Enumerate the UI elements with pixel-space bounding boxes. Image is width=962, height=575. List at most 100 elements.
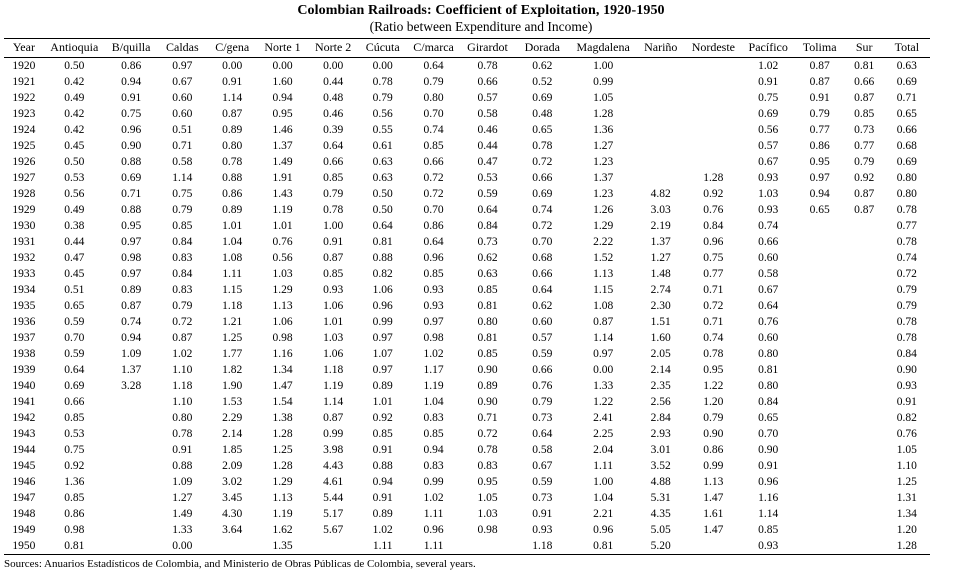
value-cell: 0.75 [172, 188, 193, 200]
value-cell: 0.66 [64, 396, 85, 408]
value-cell: 1.52 [593, 252, 614, 264]
value-cell: 0.91 [372, 492, 393, 504]
year-cell: 1945 [12, 460, 36, 472]
table-row: 1946 1.36 1.09 3.02 1.29 4.61 0.94 0.99 0.95 0.59… [4, 474, 930, 490]
value-cell: 0.70 [423, 204, 444, 216]
value-cell [845, 506, 884, 522]
value-cell: 1.61 [703, 508, 724, 520]
value-cell: 0.58 [758, 268, 779, 280]
year-cell: 1929 [12, 204, 36, 216]
table-row: 1938 0.59 1.09 1.02 1.77 1.16 1.06 1.07 1.02 0.85… [4, 346, 930, 362]
value-cell: 1.47 [272, 380, 293, 392]
sources-note: Sources: Anuarios Estadísticos de Colomb… [4, 558, 476, 570]
value-cell: 1.11 [406, 538, 461, 555]
value-cell: 0.57 [532, 332, 553, 344]
value-cell [795, 474, 845, 490]
value-cell: 0.74 [121, 316, 142, 328]
value-cell: 1.13 [593, 268, 614, 280]
year-cell: 1946 [12, 476, 36, 488]
value-cell: 0.67 [172, 76, 193, 88]
value-cell: 0.88 [222, 172, 243, 184]
value-cell: 1.03 [477, 508, 498, 520]
value-cell: 0.96 [703, 236, 724, 248]
value-cell: 2.29 [222, 412, 243, 424]
value-cell: 0.98 [423, 332, 444, 344]
value-cell: 0.98 [121, 252, 142, 264]
value-cell: 2.93 [650, 428, 671, 440]
value-cell: 0.93 [423, 300, 444, 312]
value-cell: 0.73 [477, 236, 498, 248]
value-cell: 0.39 [323, 124, 344, 136]
value-cell: 0.80 [758, 380, 779, 392]
value-cell: 1.18 [323, 364, 344, 376]
value-cell: 0.64 [477, 204, 498, 216]
value-cell: 1.25 [222, 332, 243, 344]
value-cell [845, 330, 884, 346]
value-cell: 0.91 [758, 460, 779, 472]
column-header-pac-fico: Pacífico [741, 38, 795, 58]
value-cell: 4.35 [650, 508, 671, 520]
value-cell: 0.81 [477, 300, 498, 312]
value-cell: 0.78 [477, 60, 498, 72]
value-cell: 0.44 [477, 140, 498, 152]
value-cell: 0.80 [222, 140, 243, 152]
value-cell: 0.71 [477, 412, 498, 424]
value-cell: 0.78 [532, 140, 553, 152]
value-cell [845, 282, 884, 298]
value-cell: 0.55 [372, 124, 393, 136]
value-cell: 0.63 [372, 156, 393, 168]
value-cell: 0.71 [703, 316, 724, 328]
value-cell: 0.76 [758, 316, 779, 328]
value-cell: 3.28 [121, 380, 142, 392]
value-cell [685, 106, 742, 122]
value-cell: 1.46 [272, 124, 293, 136]
value-cell: 0.45 [64, 268, 85, 280]
value-cell [685, 58, 742, 75]
year-cell: 1933 [12, 268, 36, 280]
value-cell: 0.80 [172, 412, 193, 424]
year-cell: 1936 [12, 316, 36, 328]
year-cell: 1940 [12, 380, 36, 392]
value-cell: 2.04 [593, 444, 614, 456]
value-cell: 1.10 [172, 364, 193, 376]
value-cell: 0.83 [172, 284, 193, 296]
value-cell: 0.69 [532, 92, 553, 104]
value-cell [105, 474, 158, 490]
value-cell: 1.14 [323, 396, 344, 408]
value-cell: 0.88 [372, 460, 393, 472]
value-cell: 1.35 [257, 538, 308, 555]
value-cell: 0.84 [703, 220, 724, 232]
value-cell: 0.83 [423, 412, 444, 424]
value-cell: 1.20 [703, 396, 724, 408]
value-cell: 0.53 [64, 428, 85, 440]
value-cell: 0.78 [323, 204, 344, 216]
value-cell: 1.06 [323, 348, 344, 360]
value-cell: 2.30 [650, 300, 671, 312]
year-cell: 1937 [12, 332, 36, 344]
value-cell: 0.60 [172, 108, 193, 120]
value-cell: 0.87 [854, 92, 875, 104]
value-cell: 1.49 [172, 508, 193, 520]
year-cell: 1923 [12, 108, 36, 120]
value-cell: 1.27 [172, 492, 193, 504]
value-cell: 0.87 [172, 332, 193, 344]
value-cell [845, 394, 884, 410]
value-cell: 1.27 [593, 140, 614, 152]
value-cell [795, 330, 845, 346]
year-cell: 1934 [12, 284, 36, 296]
value-cell: 1.02 [172, 348, 193, 360]
value-cell: 0.87 [323, 412, 344, 424]
value-cell: 1.10 [896, 460, 917, 472]
value-cell: 5.44 [323, 492, 344, 504]
value-cell: 0.72 [896, 268, 917, 280]
value-cell: 0.51 [64, 284, 85, 296]
value-cell: 1.19 [272, 204, 293, 216]
column-header-magdalena: Magdalena [569, 38, 637, 58]
value-cell: 0.48 [532, 108, 553, 120]
value-cell: 0.75 [758, 92, 779, 104]
value-cell: 0.44 [64, 236, 85, 248]
value-cell: 0.92 [703, 188, 724, 200]
value-cell [105, 442, 158, 458]
value-cell: 0.50 [372, 188, 393, 200]
value-cell: 0.66 [532, 172, 553, 184]
